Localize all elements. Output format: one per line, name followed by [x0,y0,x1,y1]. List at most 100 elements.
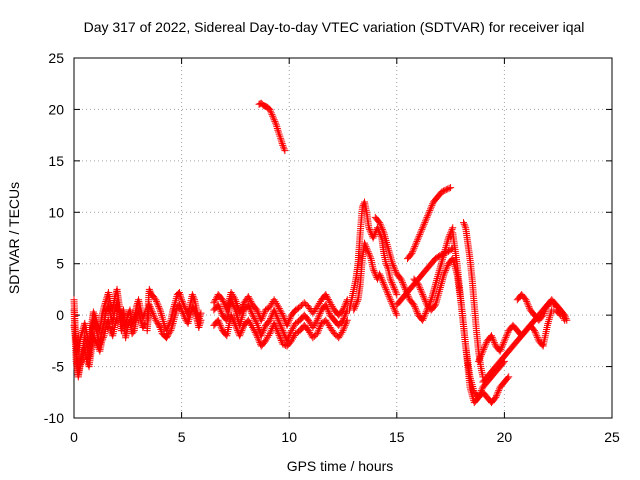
data-point [438,188,446,196]
data-point [342,309,350,317]
data-point [339,327,347,335]
data-point [157,308,165,316]
data-point [111,320,119,328]
data-point [250,314,258,322]
data-point [361,239,369,247]
data-point [391,308,399,316]
data-point [147,306,155,314]
data-point [259,328,267,336]
data-point [285,316,293,324]
data-point [397,275,405,283]
y-tick-label: -10 [44,410,64,426]
data-point [410,301,418,309]
data-point [195,323,203,331]
data-point [274,126,282,134]
data-point [98,337,106,345]
data-point [475,357,483,365]
data-point [381,284,389,292]
data-point [389,261,397,269]
data-point [431,282,439,290]
data-point [522,296,530,304]
data-point [411,304,419,312]
data-point [501,335,509,343]
data-point [487,332,495,340]
data-point [500,337,508,345]
x-tick-label: 0 [70,429,78,445]
data-point [148,308,156,316]
data-point [227,289,235,297]
data-point [382,260,390,268]
data-point [337,330,345,338]
data-point [93,340,101,348]
data-point [383,261,391,269]
data-point [238,304,246,312]
data-point [238,327,246,335]
data-point [270,319,278,327]
data-point [252,330,260,338]
data-point [273,123,281,131]
data-point [480,345,488,353]
data-point [140,321,148,329]
data-point [437,259,445,267]
data-point [91,335,99,343]
data-point [155,303,163,311]
data-point [532,330,540,338]
data-point [503,332,511,340]
data-point [327,301,335,309]
data-point [362,243,370,251]
data-point [236,332,244,340]
data-point [429,288,437,296]
data-point [246,304,254,312]
data-point [440,249,448,257]
data-point [151,294,159,302]
data-point [218,296,226,304]
data-point [237,328,245,336]
data-point [287,328,295,336]
data-point [533,333,541,341]
data-point [230,294,238,302]
data-point [112,318,120,326]
data-point [164,331,172,339]
data-point [414,309,422,317]
x-tick-label: 15 [389,429,405,445]
data-point [281,147,289,155]
data-point [430,284,438,292]
data-point [99,333,107,341]
data-point [476,354,484,362]
data-point [422,299,430,307]
data-point [378,225,386,233]
data-point [369,234,377,242]
data-point [421,217,429,225]
y-tick-label: 0 [56,307,64,323]
data-point [271,298,279,306]
data-point [430,286,438,294]
data-point [386,275,394,283]
data-point [363,244,371,252]
data-point [420,220,428,228]
data-point [324,306,332,314]
data-point [267,315,275,323]
data-point [273,313,281,321]
data-point [437,251,445,259]
data-point [416,231,424,239]
data-point [430,302,438,310]
data-point [441,268,449,276]
data-point [490,339,498,347]
data-point [253,332,261,340]
data-point [390,263,398,271]
data-point [113,316,121,324]
data-point [150,311,158,319]
data-point [433,275,441,282]
data-point [443,248,451,256]
data-point [340,313,348,321]
data-point [390,284,398,292]
data-point [315,326,323,334]
data-point [279,313,287,321]
data-point [498,344,506,352]
data-point [249,325,257,333]
data-point [504,328,512,336]
data-point [258,315,266,323]
data-point [150,313,158,321]
data-point [252,305,260,313]
chart-title: Day 317 of 2022, Sidereal Day-to-day VTE… [84,19,585,35]
